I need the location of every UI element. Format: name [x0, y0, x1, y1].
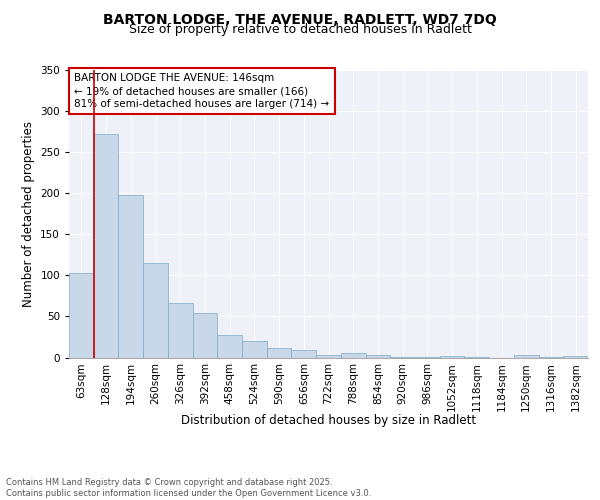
Bar [217, 336, 242, 357]
Bar [118, 195, 143, 358]
Bar [267, 348, 292, 358]
X-axis label: Distribution of detached houses by size in Radlett: Distribution of detached houses by size … [181, 414, 476, 427]
Text: BARTON LODGE THE AVENUE: 146sqm
← 19% of detached houses are smaller (166)
81% o: BARTON LODGE THE AVENUE: 146sqm ← 19% of… [74, 73, 329, 110]
Bar [193, 313, 217, 358]
Bar [168, 304, 193, 358]
Bar [94, 134, 118, 358]
Text: BARTON LODGE, THE AVENUE, RADLETT, WD7 7DQ: BARTON LODGE, THE AVENUE, RADLETT, WD7 7… [103, 12, 497, 26]
Bar [514, 355, 539, 358]
Text: Size of property relative to detached houses in Radlett: Size of property relative to detached ho… [128, 22, 472, 36]
Bar [69, 273, 94, 357]
Bar [415, 356, 440, 358]
Bar [440, 356, 464, 358]
Bar [563, 356, 588, 358]
Y-axis label: Number of detached properties: Number of detached properties [22, 120, 35, 306]
Bar [143, 263, 168, 358]
Bar [292, 350, 316, 358]
Bar [316, 355, 341, 358]
Bar [539, 356, 563, 358]
Bar [242, 341, 267, 357]
Bar [390, 356, 415, 358]
Bar [464, 356, 489, 358]
Bar [341, 352, 365, 358]
Text: Contains HM Land Registry data © Crown copyright and database right 2025.
Contai: Contains HM Land Registry data © Crown c… [6, 478, 371, 498]
Bar [365, 355, 390, 358]
